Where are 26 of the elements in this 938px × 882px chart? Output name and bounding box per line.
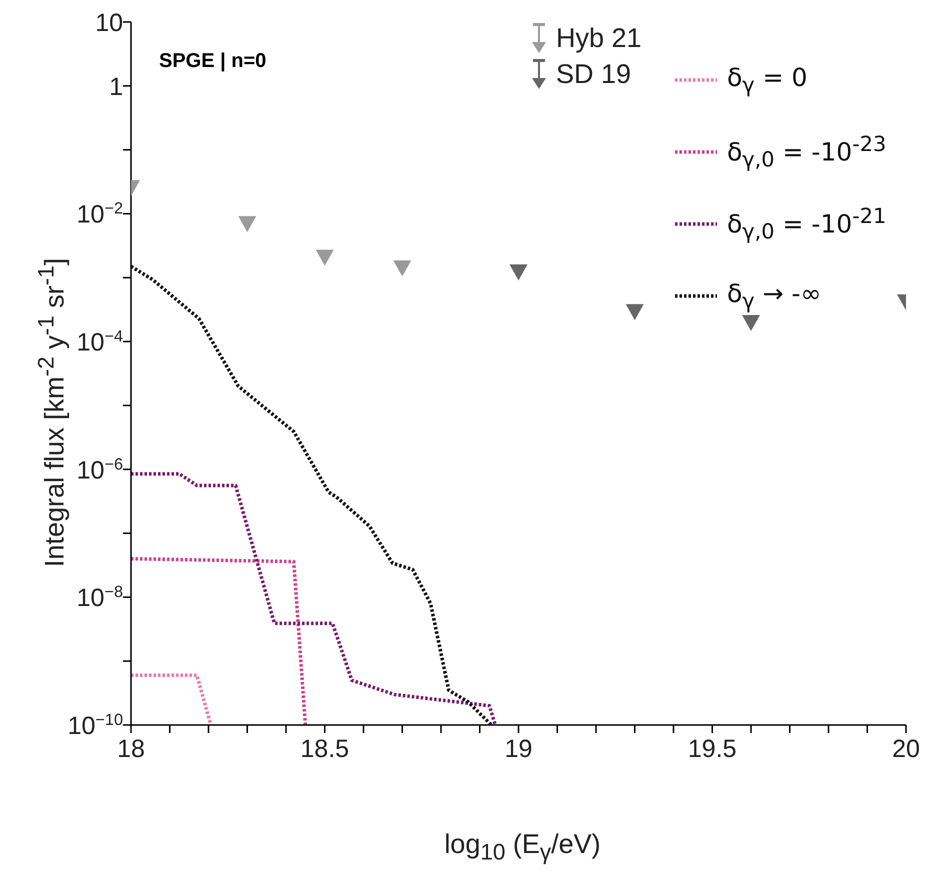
x-tick-label: 18.5 [300, 735, 350, 763]
point [238, 216, 256, 232]
x-tick-label: 19 [504, 735, 532, 763]
y-tick-label: 10$^{−8}$ [76, 583, 123, 612]
point [626, 304, 644, 320]
y-tick-label: 1 [109, 72, 123, 101]
x-tick-label: 19.5 [688, 735, 737, 763]
x-tick-label: 20 [892, 735, 920, 763]
text: SPGE | n=0 [159, 50, 266, 73]
point [316, 250, 334, 266]
legend-label: δ$_{γ,0}$ = -10$^{-21}$ [727, 204, 886, 244]
line-series [131, 472, 497, 725]
y-tick-label: 10$^{−2}$ [76, 200, 123, 229]
point [510, 264, 528, 280]
y-tick-label: 10$^{−6}$ [76, 455, 123, 484]
point [742, 314, 760, 331]
y-tick-label: 10 [95, 9, 123, 37]
legend-label: δ$_{γ,0}$ = -10$^{-23}$ [727, 132, 886, 172]
legend-label: Hyb 21 [556, 22, 642, 54]
legend-label: SD 19 [556, 58, 632, 90]
point [393, 260, 412, 276]
legend-label: δ$_{γ}$ → -∞ [727, 279, 822, 313]
y-tick-label: 10$^{−4}$ [76, 328, 123, 357]
x-axis-title: log$_{10}$ (E$_{γ}$/eV) [443, 829, 602, 866]
line-series [131, 264, 494, 725]
legend-label: δ$_{γ}$ = 0 [727, 63, 808, 97]
